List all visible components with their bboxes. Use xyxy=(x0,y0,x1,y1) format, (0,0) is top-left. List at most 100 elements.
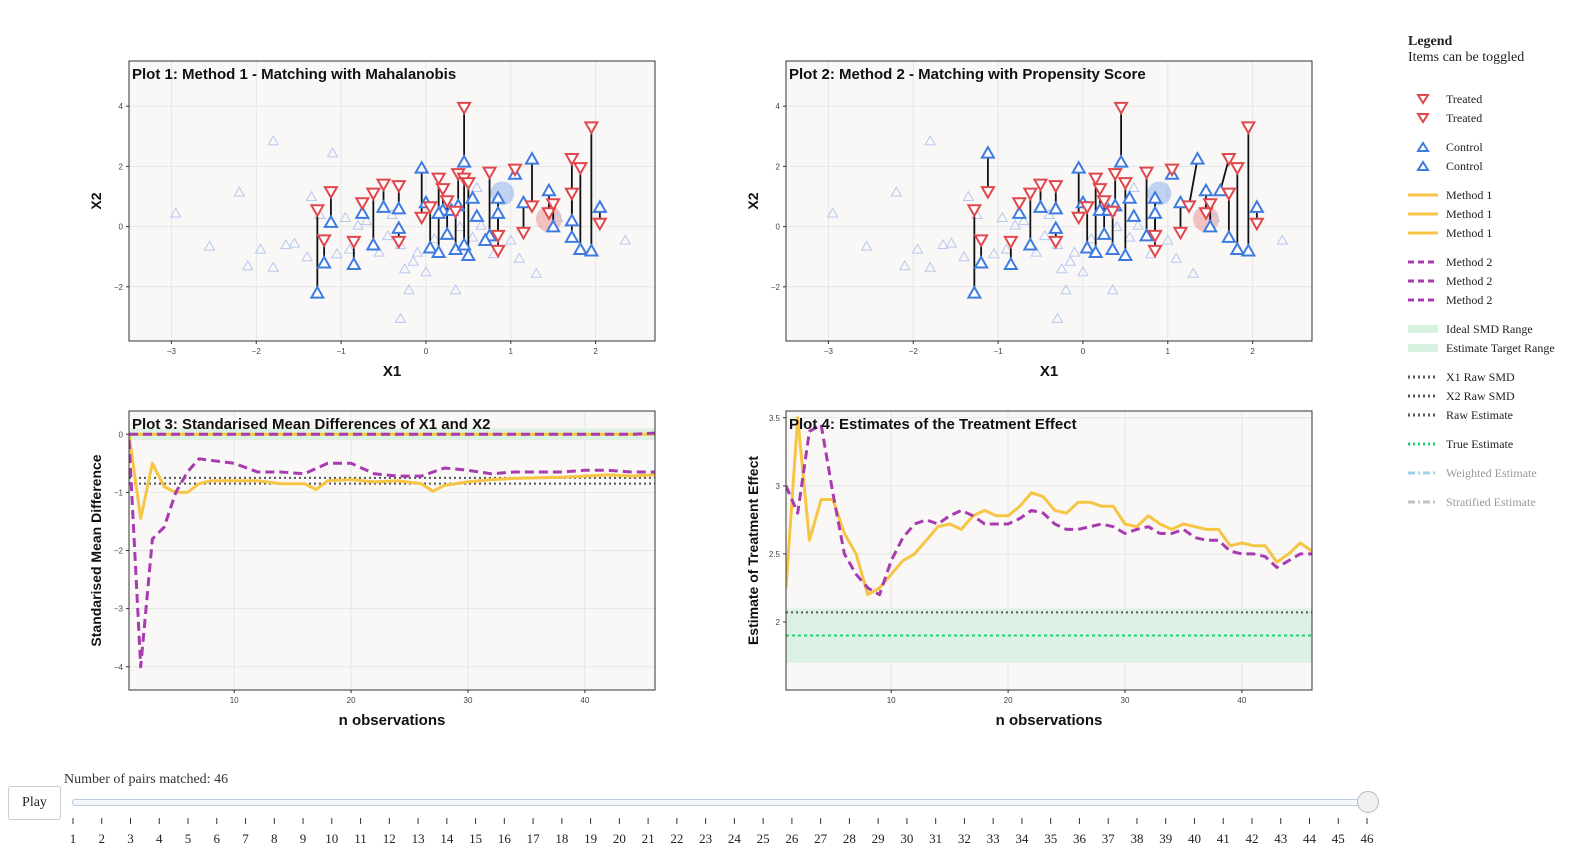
y-axis-label: Standarised Mean Difference xyxy=(88,454,104,646)
legend-item-label: Ideal SMD Range xyxy=(1446,321,1533,336)
control-unmatched-point xyxy=(898,259,911,271)
treated-point xyxy=(1221,153,1237,167)
control-unmatched-point xyxy=(987,247,1000,259)
legend-item[interactable]: True Estimate xyxy=(1408,435,1513,453)
control-unmatched-point xyxy=(1051,312,1064,323)
legend-swatch xyxy=(1408,500,1438,504)
legend-item[interactable]: Ideal SMD Range xyxy=(1408,320,1533,338)
slider-step-label: 30 xyxy=(900,831,913,846)
treated-point xyxy=(1181,200,1197,214)
control-unmatched-point xyxy=(352,219,364,230)
legend-item[interactable]: Estimate Target Range xyxy=(1408,339,1555,357)
legend-swatch xyxy=(1408,375,1438,379)
legend-item[interactable]: X2 Raw SMD xyxy=(1408,387,1515,405)
treated-point xyxy=(524,200,540,214)
control-unmatched-point xyxy=(343,243,356,254)
slider-step-label: 45 xyxy=(1332,831,1345,846)
legend-symbol xyxy=(1408,344,1438,352)
slider-step-label: 10 xyxy=(325,831,338,846)
slider-step-label: 32 xyxy=(958,831,971,846)
plot-frame xyxy=(785,60,1313,342)
control-unmatched-point xyxy=(551,211,564,223)
legend-item-label: Method 1 xyxy=(1446,206,1493,221)
legend-item[interactable]: Method 1 xyxy=(1408,205,1492,223)
legend-item[interactable]: Method 2 xyxy=(1408,253,1492,271)
legend-item[interactable]: Treated xyxy=(1408,109,1482,127)
legend-swatch xyxy=(1416,141,1430,152)
y-tick-label: 2.5 xyxy=(769,550,781,559)
control-unmatched-point xyxy=(407,255,420,266)
y-tick-label: 4 xyxy=(776,102,781,111)
control-unmatched-point xyxy=(394,312,407,323)
treated-point xyxy=(1172,226,1189,241)
slider-handle[interactable] xyxy=(1357,791,1379,813)
legend-item[interactable]: Treated xyxy=(1408,90,1482,108)
slider-step-label: 23 xyxy=(699,831,712,846)
legend-item-label: Stratified Estimate xyxy=(1446,494,1536,509)
control-unmatched-point xyxy=(470,181,483,192)
control-unmatched-point xyxy=(360,214,373,226)
legend-item-label: Method 1 xyxy=(1446,187,1493,202)
treated-point xyxy=(346,235,362,250)
plot-background xyxy=(129,61,655,341)
control-unmatched-point xyxy=(1085,232,1098,244)
slider-step-label: 42 xyxy=(1245,831,1258,846)
control-point xyxy=(973,255,989,269)
treated-point xyxy=(1202,198,1218,212)
plot-area xyxy=(129,61,655,341)
slider-step-label: 43 xyxy=(1274,831,1287,846)
treated-point xyxy=(980,186,996,200)
slider-step-label: 34 xyxy=(1015,831,1029,846)
y-tick-label: 0 xyxy=(119,223,124,232)
treated-point xyxy=(490,244,506,259)
legend-item[interactable]: Stratified Estimate xyxy=(1408,493,1536,511)
legend-item-label: Control xyxy=(1446,139,1483,154)
legend-item-label: Method 2 xyxy=(1446,254,1493,269)
treated-point xyxy=(1070,211,1087,226)
legend-swatch xyxy=(1408,325,1438,333)
legend-item[interactable]: Weighted Estimate xyxy=(1408,464,1537,482)
control-point xyxy=(316,255,332,269)
control-point xyxy=(1240,242,1257,257)
treated-point xyxy=(1032,178,1049,193)
slider-track[interactable] xyxy=(72,799,1370,806)
control-unmatched-point xyxy=(945,237,958,248)
control-point xyxy=(1189,151,1206,165)
treated-point xyxy=(1147,244,1163,259)
control-unmatched-point xyxy=(1064,255,1077,266)
plot-area xyxy=(786,411,1312,690)
legend-item[interactable]: Control xyxy=(1408,157,1483,175)
treated-point xyxy=(1229,162,1246,176)
control-unmatched-point xyxy=(403,284,415,295)
x-tick-label: −2 xyxy=(909,347,919,356)
control-unmatched-point xyxy=(233,186,246,197)
legend-item[interactable]: Control xyxy=(1408,138,1483,156)
control-point xyxy=(365,236,382,251)
slider-step-label: 9 xyxy=(300,831,307,846)
control-unmatched-point xyxy=(398,262,411,274)
slider-step-label: 27 xyxy=(814,831,828,846)
treated-point xyxy=(1113,101,1129,116)
control-point xyxy=(323,214,339,228)
legend-item[interactable]: Method 1 xyxy=(1408,186,1492,204)
legend-item[interactable]: Method 1 xyxy=(1408,224,1492,242)
legend-item[interactable]: Method 2 xyxy=(1408,291,1492,309)
control-unmatched-point xyxy=(1127,181,1140,192)
y-tick-label: −2 xyxy=(114,547,124,556)
control-unmatched-point xyxy=(254,243,267,254)
control-point xyxy=(422,239,438,254)
legend-swatch xyxy=(1408,260,1438,264)
treated-point xyxy=(1022,187,1039,202)
legend-item[interactable]: X1 Raw SMD xyxy=(1408,368,1515,386)
legend-item[interactable]: Method 2 xyxy=(1408,272,1492,290)
slider-step-label: 12 xyxy=(383,831,396,846)
control-unmatched-point xyxy=(826,207,839,218)
series-line xyxy=(786,416,1312,597)
control-unmatched-point xyxy=(890,186,903,197)
play-button[interactable]: Play xyxy=(8,786,61,820)
legend-item[interactable]: Raw Estimate xyxy=(1408,406,1513,424)
control-unmatched-point xyxy=(267,261,280,272)
x-tick-label: −1 xyxy=(337,347,347,356)
slider-step-label: 39 xyxy=(1159,831,1172,846)
treated-point xyxy=(354,197,371,211)
